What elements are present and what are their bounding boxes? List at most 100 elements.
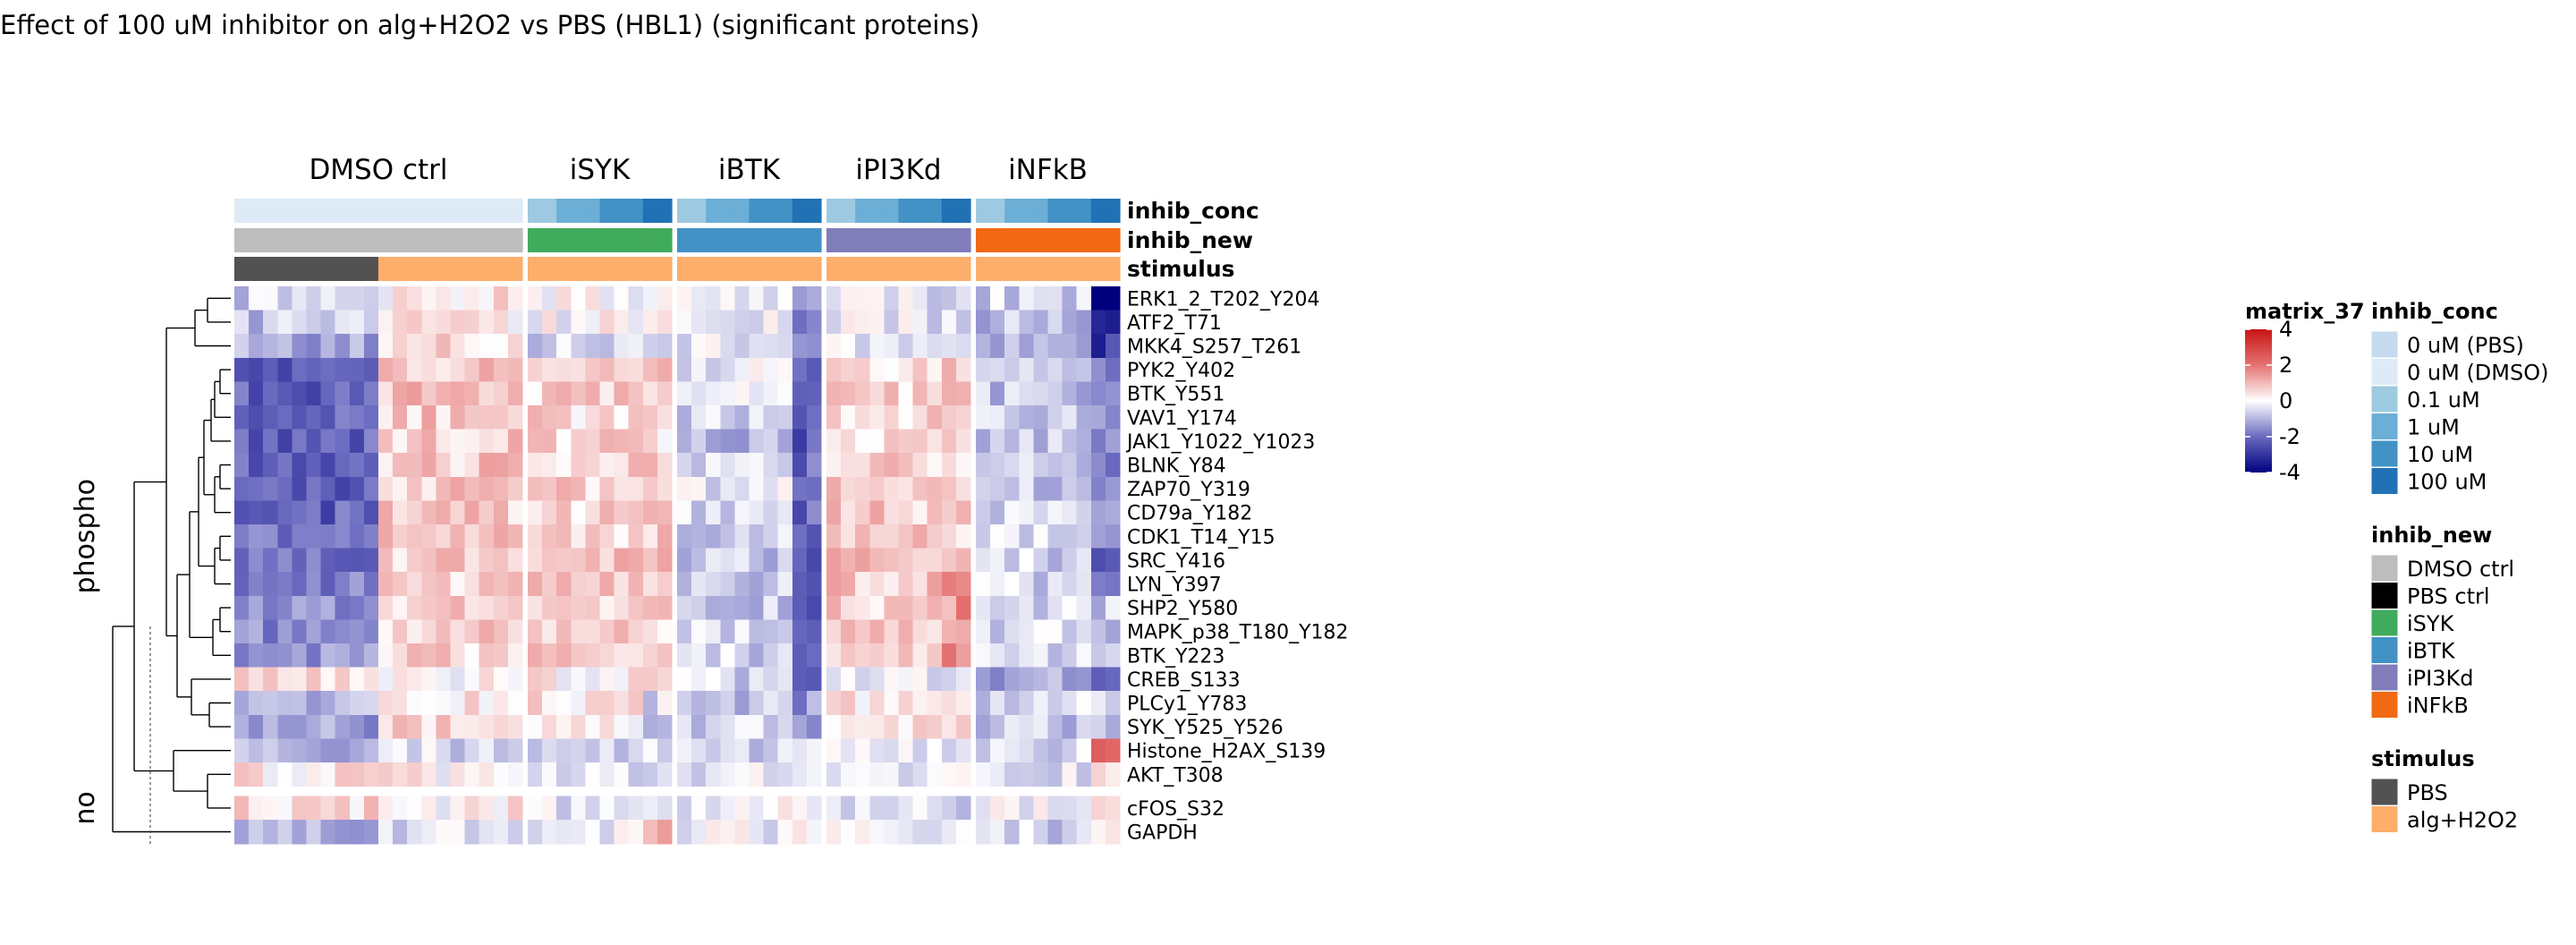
heatmap-cell xyxy=(657,548,673,573)
inhib-conc-cell xyxy=(571,199,586,223)
heatmap-cell xyxy=(393,429,408,454)
inhib-conc-cell xyxy=(734,199,750,223)
legend-title: stimulus xyxy=(2371,746,2475,771)
heatmap-cell xyxy=(599,548,615,573)
heatmap-cell xyxy=(657,357,673,382)
heatmap-cell xyxy=(263,796,278,821)
heatmap-cell xyxy=(841,595,856,620)
heatmap-cell xyxy=(450,667,466,692)
stimulus-cell xyxy=(691,257,707,281)
heatmap-cell xyxy=(1062,796,1078,821)
heatmap-cell xyxy=(806,310,822,335)
stimulus-cell xyxy=(869,257,885,281)
heatmap-cell xyxy=(734,667,750,692)
legend-swatch xyxy=(2370,663,2399,692)
heatmap-cell xyxy=(320,762,336,788)
heatmap-cell xyxy=(234,714,250,739)
heatmap-cell xyxy=(292,381,308,406)
heatmap-cell xyxy=(363,286,379,311)
heatmap-cell xyxy=(1033,500,1049,525)
stimulus-cell xyxy=(450,257,466,281)
heatmap-cell xyxy=(493,762,509,788)
heatmap-cell xyxy=(720,691,735,716)
heatmap-cell xyxy=(792,796,808,821)
stimulus-cell xyxy=(1062,257,1078,281)
heatmap-cell xyxy=(855,691,870,716)
heatmap-cell xyxy=(378,796,394,821)
inhib-new-cell xyxy=(642,228,658,252)
heatmap-cell xyxy=(706,310,721,335)
heatmap-cell xyxy=(1019,381,1034,406)
heatmap-cell xyxy=(990,357,1005,382)
heatmap-cell xyxy=(884,595,900,620)
heatmap-cell xyxy=(292,334,308,359)
heatmap-cell xyxy=(1090,796,1106,821)
heatmap-cell xyxy=(306,619,322,644)
heatmap-cell xyxy=(464,595,480,620)
heatmap-cell xyxy=(792,500,808,525)
heatmap-cell xyxy=(734,691,750,716)
inhib-conc-cell xyxy=(263,199,278,223)
inhib-new-cell xyxy=(1047,228,1063,252)
heatmap-cell xyxy=(1105,357,1121,382)
stimulus-cell xyxy=(507,257,523,281)
heatmap-cell xyxy=(869,524,885,549)
heatmap-cell xyxy=(542,286,557,311)
heatmap-cell xyxy=(912,762,928,788)
heatmap-cell xyxy=(249,820,264,845)
heatmap-cell xyxy=(749,476,765,501)
heatmap-cell xyxy=(292,357,308,382)
heatmap-cell xyxy=(941,643,957,668)
heatmap-cell xyxy=(335,796,351,821)
inhib-new-cell xyxy=(585,228,601,252)
inhib-conc-cell xyxy=(407,199,422,223)
heatmap-cell xyxy=(378,334,394,359)
heatmap-cell xyxy=(393,643,408,668)
heatmap-cell xyxy=(249,310,264,335)
inhib-conc-cell xyxy=(421,199,436,223)
heatmap-cell xyxy=(749,524,765,549)
legend-item-label: PBS xyxy=(2407,780,2448,805)
heatmap-cell xyxy=(749,691,765,716)
heatmap-cell xyxy=(1076,691,1092,716)
heatmap-cell xyxy=(464,381,480,406)
heatmap-cell xyxy=(542,453,557,478)
heatmap-cell xyxy=(407,476,422,501)
color-scale-tick-label: 2 xyxy=(2279,353,2292,378)
heatmap-cell xyxy=(1033,667,1049,692)
heatmap-cell xyxy=(599,643,615,668)
heatmap-cell xyxy=(806,500,822,525)
heatmap-cell xyxy=(749,429,765,454)
heatmap-cell xyxy=(976,357,991,382)
stimulus-cell xyxy=(556,257,572,281)
heatmap-cell xyxy=(898,820,914,845)
heatmap-cell xyxy=(1004,310,1020,335)
heatmap-cell xyxy=(277,572,292,597)
inhib-conc-cell xyxy=(628,199,644,223)
heatmap-cell xyxy=(657,796,673,821)
heatmap-cell xyxy=(450,500,466,525)
heatmap-cell xyxy=(898,572,914,597)
heatmap-cell xyxy=(691,738,707,763)
heatmap-cell xyxy=(927,595,943,620)
heatmap-cell xyxy=(464,453,480,478)
heatmap-cell xyxy=(528,714,543,739)
heatmap-cell xyxy=(806,572,822,597)
heatmap-cell xyxy=(941,714,957,739)
heatmap-cell xyxy=(720,310,735,335)
heatmap-cell xyxy=(777,357,793,382)
heatmap-cell xyxy=(571,357,586,382)
heatmap-cell xyxy=(320,500,336,525)
heatmap-cell xyxy=(306,572,322,597)
heatmap-cell xyxy=(706,286,721,311)
heatmap-cell xyxy=(734,453,750,478)
heatmap-cell xyxy=(677,381,692,406)
heatmap-cell xyxy=(1105,619,1121,644)
heatmap-cell xyxy=(556,334,572,359)
heatmap-cell xyxy=(464,357,480,382)
heatmap-cell xyxy=(421,738,436,763)
heatmap-cell xyxy=(1033,524,1049,549)
heatmap-cell xyxy=(234,405,250,430)
heatmap-cell xyxy=(1076,619,1092,644)
heatmap-cell xyxy=(1033,381,1049,406)
